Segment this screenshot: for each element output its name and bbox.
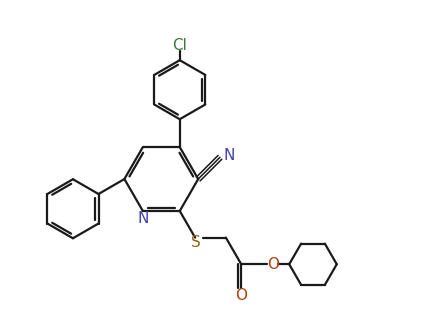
Text: N: N: [137, 211, 149, 226]
Text: O: O: [235, 288, 247, 303]
Text: N: N: [223, 148, 234, 163]
Text: Cl: Cl: [172, 38, 187, 53]
Text: S: S: [191, 235, 201, 250]
Text: O: O: [267, 257, 279, 272]
